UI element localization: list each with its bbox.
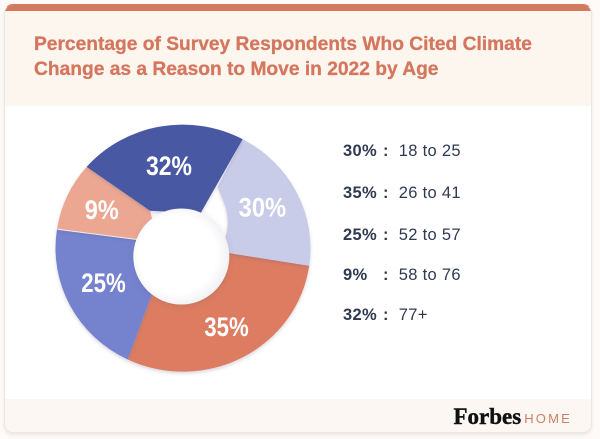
svg-text:9%: 9% xyxy=(85,195,119,225)
svg-text:32%: 32% xyxy=(146,151,192,181)
svg-text:30%: 30% xyxy=(239,193,287,223)
svg-text:25%: 25% xyxy=(81,268,125,298)
svg-text:35%: 35% xyxy=(204,312,248,342)
